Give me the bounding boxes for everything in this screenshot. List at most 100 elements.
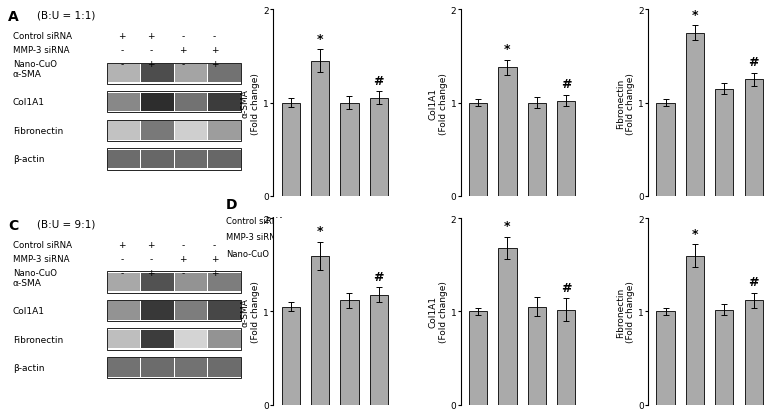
Text: +: + <box>563 249 570 259</box>
Bar <box>175 65 207 83</box>
Text: -: - <box>377 216 381 225</box>
Text: +: + <box>750 249 757 259</box>
Bar <box>715 89 734 196</box>
Bar <box>175 93 207 112</box>
Text: C: C <box>8 219 18 233</box>
Text: α-SMA: α-SMA <box>13 69 41 78</box>
Text: -: - <box>150 46 153 55</box>
Text: Col1A1: Col1A1 <box>13 306 45 316</box>
Text: Col1A1: Col1A1 <box>13 98 45 107</box>
Text: +: + <box>211 268 218 277</box>
Bar <box>282 307 300 405</box>
Text: +: + <box>287 216 294 225</box>
Bar <box>311 256 329 405</box>
Bar <box>108 358 140 377</box>
Text: -: - <box>477 249 480 259</box>
Text: +: + <box>118 240 126 249</box>
Text: +: + <box>691 216 698 225</box>
Bar <box>208 93 240 112</box>
Bar <box>142 358 174 377</box>
Text: -: - <box>506 233 509 242</box>
Bar <box>528 307 546 405</box>
Bar <box>175 301 207 320</box>
Bar <box>107 300 241 322</box>
Text: -: - <box>536 249 539 259</box>
Bar <box>370 99 388 196</box>
Text: +: + <box>147 268 155 277</box>
Text: *: * <box>691 227 698 240</box>
Bar <box>656 312 675 405</box>
Bar <box>208 65 240 83</box>
Text: +: + <box>563 233 570 242</box>
Text: -: - <box>181 32 185 41</box>
Text: β-actin: β-actin <box>13 363 44 372</box>
Text: #: # <box>373 270 384 283</box>
Text: +: + <box>346 233 353 242</box>
Bar <box>208 273 240 292</box>
Text: +: + <box>375 233 382 242</box>
Text: -: - <box>213 32 216 41</box>
Text: -: - <box>121 60 124 69</box>
Text: +: + <box>147 32 155 41</box>
Text: +: + <box>118 32 126 41</box>
Text: #: # <box>561 281 572 294</box>
Text: -: - <box>752 216 755 225</box>
Text: Fibronectin: Fibronectin <box>13 335 63 344</box>
Y-axis label: α-SMA
(Fold change): α-SMA (Fold change) <box>241 73 261 134</box>
Bar <box>108 65 140 83</box>
Bar <box>107 92 241 113</box>
Text: Nano-CuO: Nano-CuO <box>13 60 56 69</box>
Text: *: * <box>504 220 511 233</box>
Text: D: D <box>226 197 238 211</box>
Text: Control siRNA: Control siRNA <box>13 32 72 41</box>
Text: #: # <box>373 75 384 88</box>
Text: +: + <box>721 233 727 242</box>
Text: +: + <box>474 216 482 225</box>
Bar <box>107 120 241 142</box>
Bar <box>208 150 240 169</box>
Bar <box>142 93 174 112</box>
Text: (B:U = 1:1): (B:U = 1:1) <box>37 10 96 20</box>
Text: -: - <box>121 268 124 277</box>
Bar <box>175 273 207 292</box>
Bar <box>499 68 517 196</box>
Bar <box>370 295 388 405</box>
Text: -: - <box>150 254 153 263</box>
Text: *: * <box>317 33 323 46</box>
Bar <box>142 122 174 140</box>
Bar <box>208 330 240 349</box>
Bar <box>341 103 359 196</box>
Bar <box>208 122 240 140</box>
Bar <box>108 273 140 292</box>
Text: +: + <box>504 216 511 225</box>
Text: -: - <box>694 233 696 242</box>
Text: -: - <box>723 216 726 225</box>
Text: -: - <box>289 249 292 259</box>
Text: Control siRNA: Control siRNA <box>226 216 284 225</box>
Bar <box>686 33 704 196</box>
Text: +: + <box>316 249 323 259</box>
Bar <box>311 62 329 196</box>
Text: -: - <box>348 249 351 259</box>
Text: #: # <box>749 56 759 69</box>
Bar <box>469 312 487 405</box>
Text: -: - <box>181 268 185 277</box>
Text: β-actin: β-actin <box>13 155 44 164</box>
Bar <box>499 249 517 405</box>
Text: +: + <box>211 60 218 69</box>
Text: +: + <box>147 240 155 249</box>
Bar <box>107 63 241 85</box>
Bar <box>142 330 174 349</box>
Text: -: - <box>213 240 216 249</box>
Text: +: + <box>375 249 382 259</box>
Bar <box>208 358 240 377</box>
Text: +: + <box>211 254 218 263</box>
Text: B: B <box>226 0 236 3</box>
Text: α-SMA: α-SMA <box>13 278 41 287</box>
Text: +: + <box>533 233 540 242</box>
Text: MMP-3 siRNA: MMP-3 siRNA <box>13 46 69 55</box>
Bar <box>107 329 241 350</box>
Text: -: - <box>348 216 351 225</box>
Bar <box>745 80 763 196</box>
Text: Control siRNA: Control siRNA <box>13 240 72 249</box>
